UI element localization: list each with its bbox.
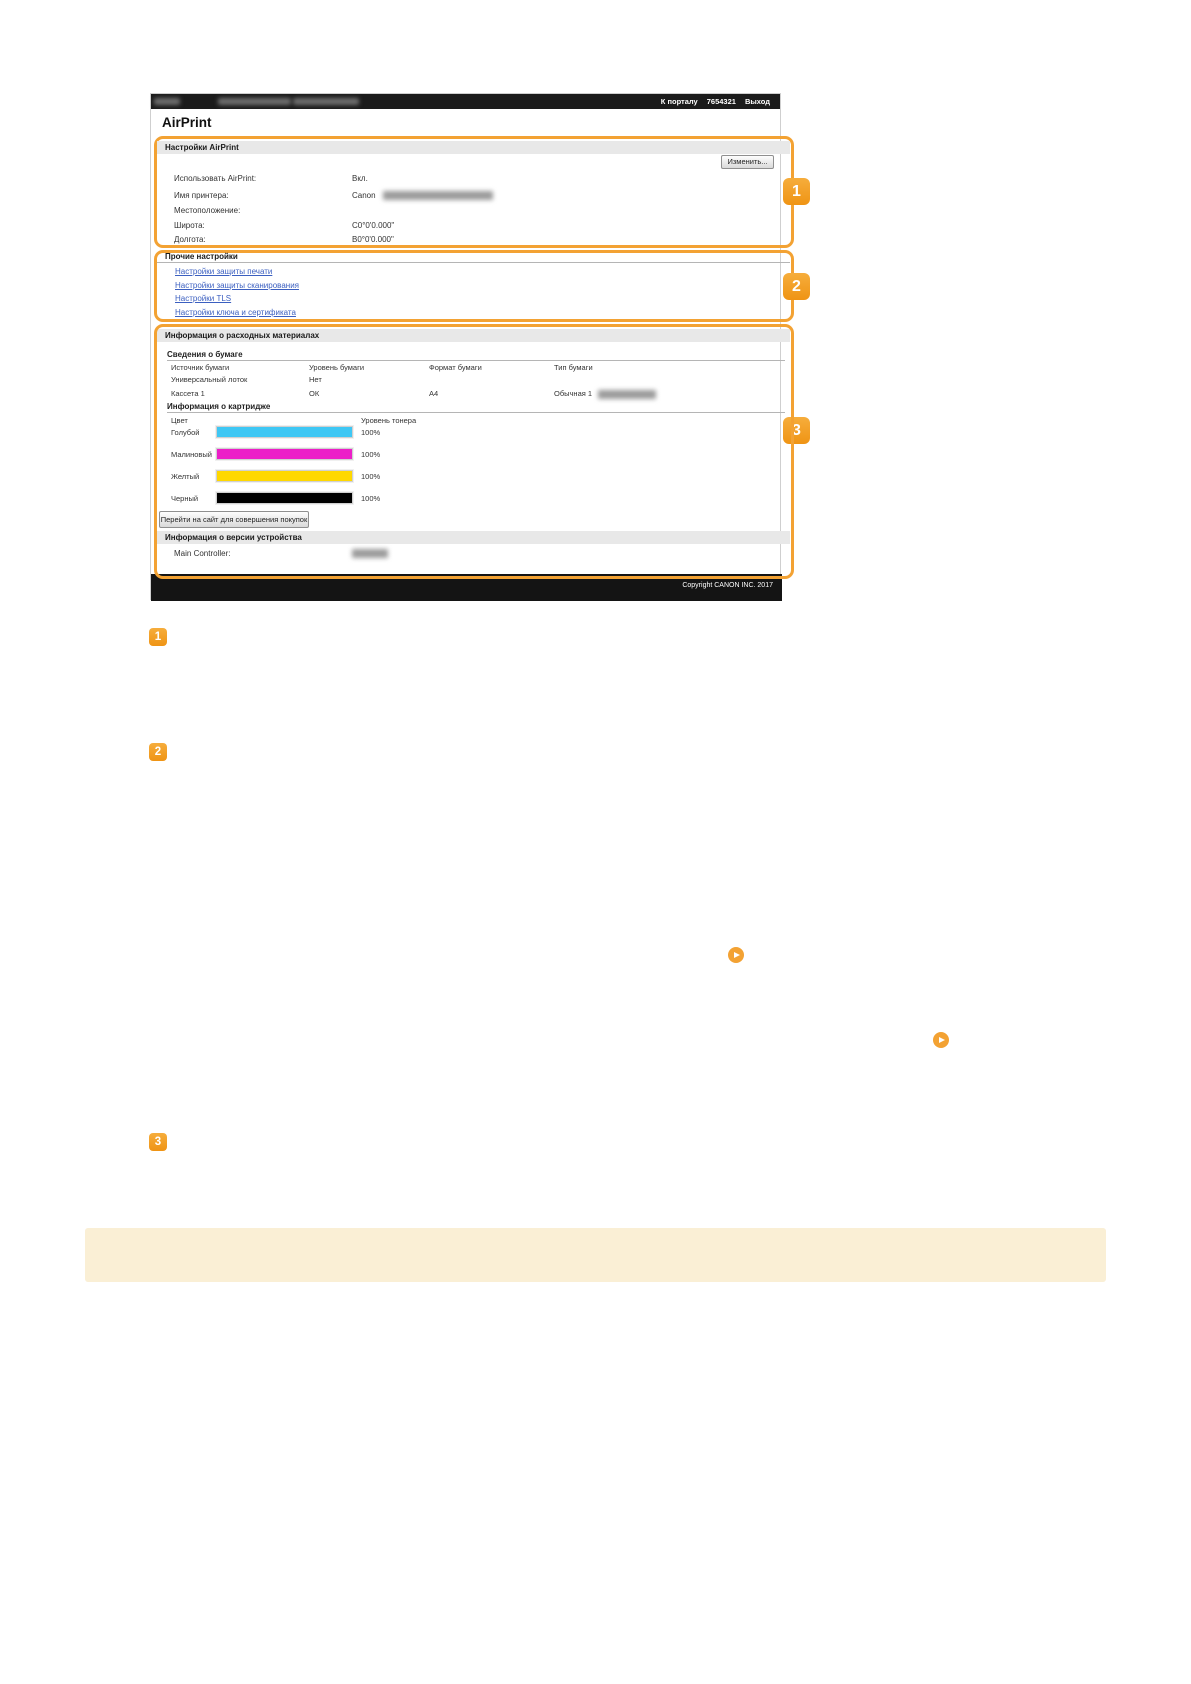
note-banner bbox=[85, 1228, 1106, 1282]
toner-row-black: Черный 100% bbox=[151, 492, 780, 506]
cartridge-info-subheader: Информация о картридже bbox=[167, 402, 271, 411]
redacted-printer-model bbox=[382, 191, 493, 201]
device-id: 7654321 bbox=[706, 97, 736, 106]
redacted-logo bbox=[154, 98, 180, 105]
rui-topbar-right: К порталу 7654321 Выход bbox=[661, 94, 770, 109]
row-value: В0°0'0.000" bbox=[352, 235, 394, 244]
toner-name: Малиновый bbox=[171, 450, 212, 459]
arrow-glyph bbox=[939, 1037, 945, 1043]
toner-percent: 100% bbox=[361, 472, 381, 481]
row-label: Местоположение: bbox=[174, 206, 241, 215]
redacted-version-value bbox=[352, 549, 388, 558]
description-marker-1: 1 bbox=[149, 628, 167, 646]
edit-button[interactable]: Изменить... bbox=[721, 155, 774, 169]
consumables-header: Информация о расходных материалах bbox=[157, 329, 790, 342]
toner-level-bar bbox=[216, 470, 353, 482]
toner-level-bar bbox=[216, 492, 353, 504]
portal-link[interactable]: К порталу bbox=[660, 97, 698, 106]
col-paper-type: Тип бумаги bbox=[554, 363, 593, 372]
row-label: Широта: bbox=[174, 221, 205, 230]
toner-percent: 100% bbox=[361, 450, 381, 459]
row-longitude: Долгота: В0°0'0.000" bbox=[151, 235, 780, 246]
row-label: Использовать AirPrint: bbox=[174, 174, 257, 183]
link-scan-security-settings[interactable]: Настройки защиты сканирования bbox=[175, 281, 299, 290]
printer-brand: Canon bbox=[352, 191, 376, 200]
logout-link[interactable]: Выход bbox=[744, 97, 770, 106]
arrow-glyph bbox=[734, 952, 740, 958]
row-value: С0°0'0.000" bbox=[352, 221, 395, 230]
link-print-security-settings[interactable]: Настройки защиты печати bbox=[175, 267, 273, 276]
link-arrow-icon[interactable] bbox=[728, 947, 744, 963]
rui-topbar: К порталу 7654321 Выход bbox=[151, 94, 780, 109]
paper-row-level: ОК bbox=[309, 389, 320, 398]
row-latitude: Широта: С0°0'0.000" bbox=[151, 221, 780, 232]
row-label: Main Controller: bbox=[174, 549, 231, 558]
rui-screenshot: К порталу 7654321 Выход AirPrint Настрой… bbox=[150, 93, 794, 601]
row-main-controller: Main Controller: bbox=[151, 549, 780, 560]
paper-row-source: Кассета 1 bbox=[171, 389, 205, 398]
callout-badge-1: 1 bbox=[783, 178, 810, 205]
toner-row-cyan: Голубой 100% bbox=[151, 426, 780, 440]
device-version-header: Информация о версии устройства bbox=[157, 531, 790, 544]
row-label: Имя принтера: bbox=[174, 191, 229, 200]
row-use-airprint: Использовать AirPrint: Вкл. bbox=[151, 174, 780, 185]
shop-site-button[interactable]: Перейти на сайт для совершения покупок bbox=[159, 511, 309, 528]
col-toner-level: Уровень тонера bbox=[361, 416, 417, 425]
col-paper-level: Уровень бумаги bbox=[309, 363, 365, 372]
copyright-bar: Copyright CANON INC. 2017 bbox=[151, 574, 782, 601]
col-color: Цвет bbox=[171, 416, 188, 425]
description-marker-3: 3 bbox=[149, 1133, 167, 1151]
redacted-paper-type bbox=[598, 389, 657, 399]
toner-percent: 100% bbox=[361, 494, 381, 503]
row-location: Местоположение: bbox=[151, 206, 780, 217]
col-paper-format: Формат бумаги bbox=[429, 363, 482, 372]
toner-level-bar bbox=[216, 426, 353, 438]
paper-info-subheader: Сведения о бумаге bbox=[167, 350, 243, 359]
paper-row-source: Универсальный лоток bbox=[171, 375, 248, 384]
paper-type-text: Обычная 1 bbox=[554, 389, 593, 398]
link-tls-settings[interactable]: Настройки TLS bbox=[175, 294, 232, 303]
callout-badge-2: 2 bbox=[783, 273, 810, 300]
other-settings-header: Прочие настройки bbox=[165, 252, 238, 261]
toner-name: Черный bbox=[171, 494, 199, 503]
row-label: Долгота: bbox=[174, 235, 206, 244]
paper-row-format: A4 bbox=[429, 389, 439, 398]
toner-level-bar bbox=[216, 448, 353, 460]
toner-row-yellow: Желтый 100% bbox=[151, 470, 780, 484]
row-value: Canon bbox=[352, 191, 493, 201]
divider bbox=[167, 412, 785, 413]
paper-row-type: Обычная 1 bbox=[554, 389, 657, 399]
description-marker-2: 2 bbox=[149, 743, 167, 761]
row-printer-name: Имя принтера: Canon bbox=[151, 191, 780, 202]
airprint-settings-header: Настройки AirPrint bbox=[157, 141, 790, 154]
redacted-device-name bbox=[218, 98, 291, 105]
redacted-device-name-2 bbox=[293, 98, 359, 105]
callout-badge-3: 3 bbox=[783, 417, 810, 444]
row-value: Вкл. bbox=[352, 174, 368, 183]
paper-row-level: Нет bbox=[309, 375, 322, 384]
divider bbox=[157, 262, 790, 263]
divider bbox=[167, 360, 785, 361]
toner-percent: 100% bbox=[361, 428, 381, 437]
toner-row-magenta: Малиновый 100% bbox=[151, 448, 780, 462]
toner-name: Желтый bbox=[171, 472, 200, 481]
page-title: AirPrint bbox=[162, 115, 212, 130]
col-paper-source: Источник бумаги bbox=[171, 363, 230, 372]
toner-name: Голубой bbox=[171, 428, 200, 437]
link-arrow-icon[interactable] bbox=[933, 1032, 949, 1048]
link-key-certificate-settings[interactable]: Настройки ключа и сертификата bbox=[175, 308, 296, 317]
